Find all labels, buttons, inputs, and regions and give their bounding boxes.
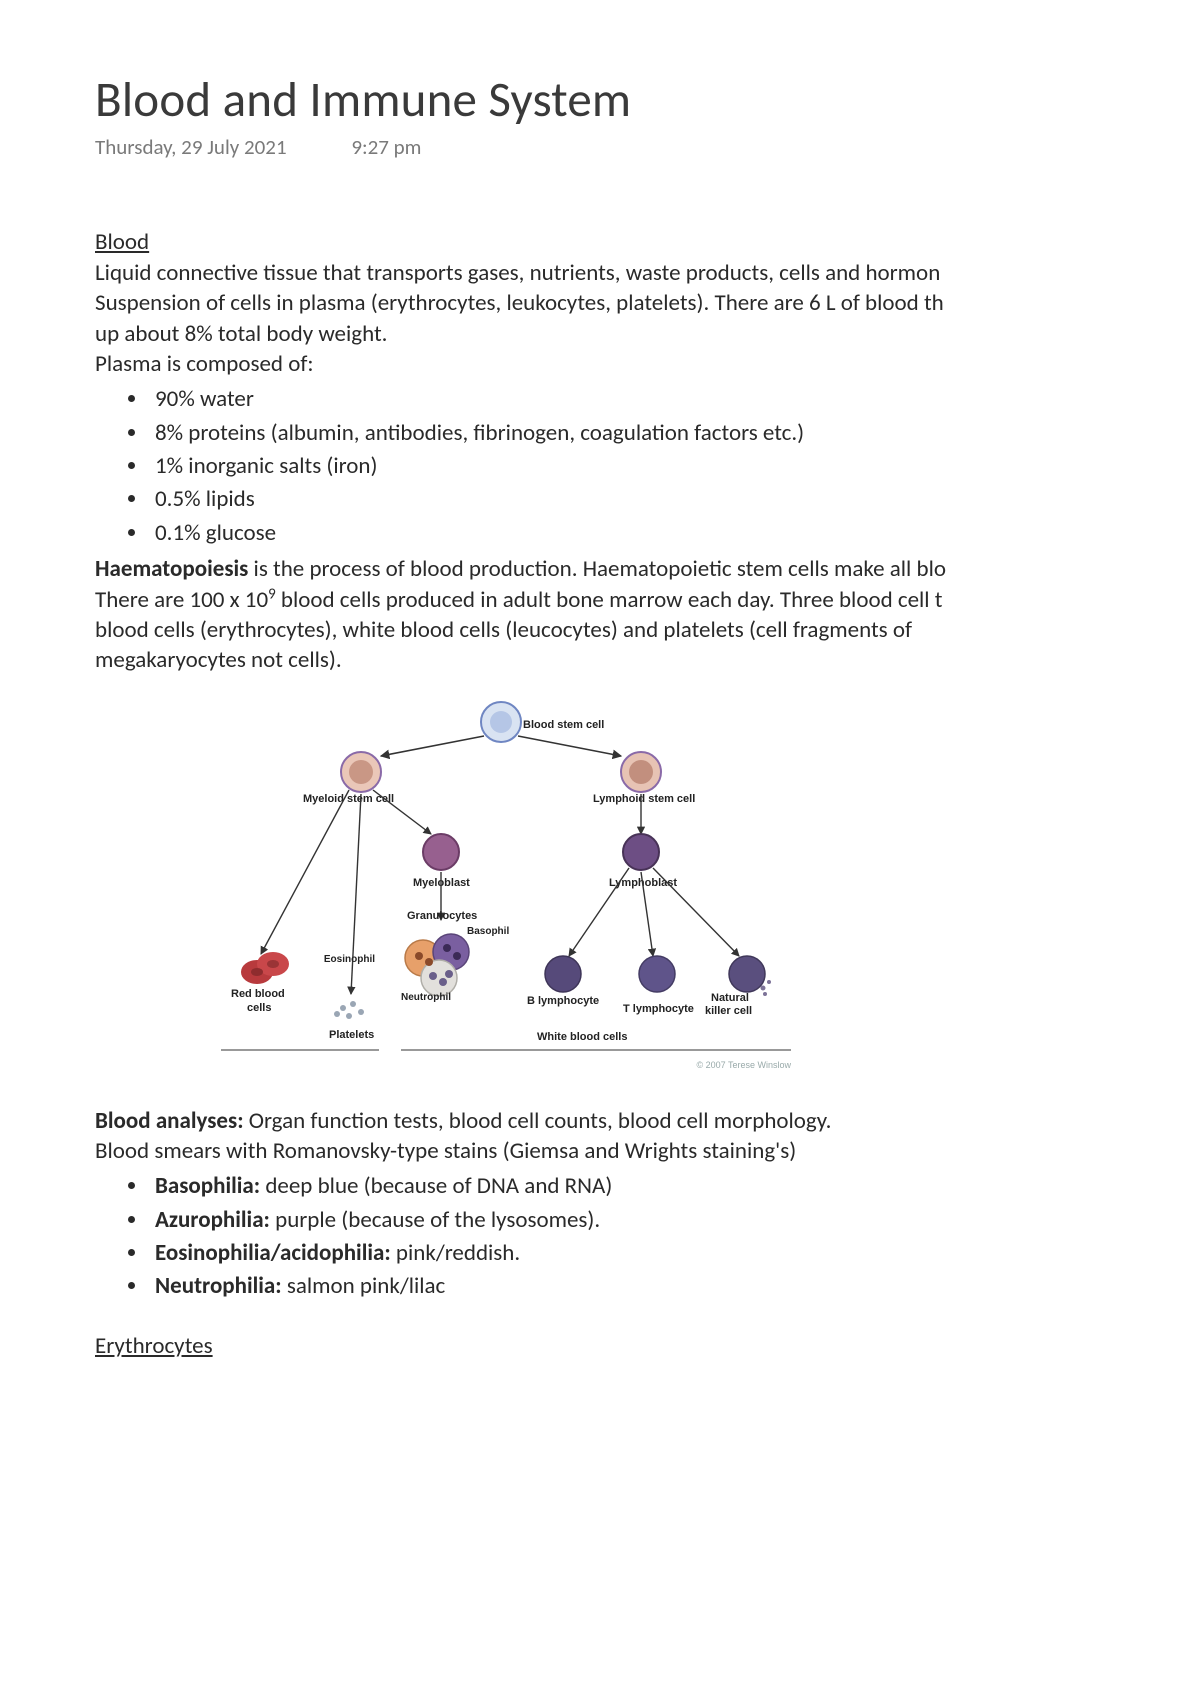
stain-rest: deep blue (because of DNA and RNA) — [260, 1172, 612, 1200]
para-blood-1: Liquid connective tissue that transports… — [95, 258, 1105, 288]
label-tlymph: T lymphocyte — [623, 1003, 694, 1015]
para-blood-2: Suspension of cells in plasma (erythrocy… — [95, 288, 1105, 318]
haem-l2b: blood cells produced in adult bone marro… — [276, 586, 943, 614]
stain-rest: purple (because of the lysosomes). — [270, 1206, 600, 1234]
blood-analyses-bold: Blood analyses: — [95, 1107, 244, 1135]
label-wbc: White blood cells — [537, 1031, 627, 1043]
para-blood-3: up about 8% total body weight. — [95, 319, 1105, 349]
blood-analyses-rest: Organ function tests, blood cell counts,… — [244, 1107, 832, 1135]
label-blymph: B lymphocyte — [527, 995, 599, 1007]
stain-bold: Azurophilia: — [155, 1206, 270, 1234]
blood-smears-line: Blood smears with Romanovsky-type stains… — [95, 1136, 1105, 1166]
label-basophil: Basophil — [467, 926, 509, 937]
haematopoiesis-rest: is the process of blood production. Haem… — [248, 555, 946, 583]
haematopoiesis-line4: megakaryocytes not cells). — [95, 645, 1105, 675]
stain-item: Neutrophilia: salmon pink/lilac — [149, 1270, 1105, 1303]
haematopoiesis-diagram: Blood stem cell Myeloid stem cell Lympho… — [191, 694, 811, 1084]
plasma-item: 0.5% lipids — [149, 483, 1105, 516]
meta-date: Thursday, 29 July 2021 — [95, 134, 287, 160]
plasma-item: 0.1% glucose — [149, 517, 1105, 550]
label-blood-stem: Blood stem cell — [523, 719, 604, 731]
page-meta: Thursday, 29 July 2021 9:27 pm — [95, 134, 1105, 160]
label-lymphoid-stem: Lymphoid stem cell — [593, 793, 695, 805]
platelets-icon — [334, 1001, 364, 1019]
plasma-item: 8% proteins (albumin, antibodies, fibrin… — [149, 417, 1105, 450]
label-nk1: Natural — [711, 992, 749, 1004]
blood-analyses-line: Blood analyses: Organ function tests, bl… — [95, 1106, 1105, 1136]
stain-bold: Basophilia: — [155, 1172, 260, 1200]
haematopoiesis-line2: There are 100 x 109 blood cells produced… — [95, 585, 1105, 615]
section-heading-blood: Blood — [95, 228, 1105, 256]
plasma-composition-list: 90% water 8% proteins (albumin, antibodi… — [95, 383, 1105, 550]
label-platelets: Platelets — [329, 1029, 374, 1041]
meta-time: 9:27 pm — [351, 134, 421, 160]
stain-list: Basophilia: deep blue (because of DNA an… — [95, 1170, 1105, 1303]
label-granulocytes: Granulocytes — [407, 910, 477, 922]
label-neutrophil: Neutrophil — [401, 992, 451, 1003]
stain-rest: salmon pink/lilac — [282, 1272, 446, 1300]
page-title: Blood and Immune System — [95, 70, 1105, 130]
haem-l2a: There are 100 x 10 — [95, 586, 268, 614]
stain-bold: Eosinophilia/acidophilia: — [155, 1239, 391, 1267]
label-rbc1: Red blood — [231, 988, 285, 1000]
plasma-item: 90% water — [149, 383, 1105, 416]
stain-item: Basophilia: deep blue (because of DNA an… — [149, 1170, 1105, 1203]
stain-bold: Neutrophilia: — [155, 1272, 282, 1300]
label-rbc2: cells — [247, 1002, 271, 1014]
stain-rest: pink/reddish. — [391, 1239, 520, 1267]
stain-item: Eosinophilia/acidophilia: pink/reddish. — [149, 1237, 1105, 1270]
plasma-item: 1% inorganic salts (iron) — [149, 450, 1105, 483]
haematopoiesis-line3: blood cells (erythrocytes), white blood … — [95, 615, 1105, 645]
stain-item: Azurophilia: purple (because of the lyso… — [149, 1204, 1105, 1237]
haem-l2-sup: 9 — [268, 585, 276, 603]
label-nk2: killer cell — [705, 1005, 752, 1017]
label-eosinophil: Eosinophil — [324, 954, 375, 965]
diagram-credit: © 2007 Terese Winslow — [696, 1060, 791, 1070]
haematopoiesis-line1: Haematopoiesis is the process of blood p… — [95, 554, 1105, 584]
section-heading-erythrocytes: Erythrocytes — [95, 1332, 1105, 1360]
document-page: Blood and Immune System Thursday, 29 Jul… — [0, 0, 1105, 1420]
haematopoiesis-term: Haematopoiesis — [95, 555, 248, 583]
para-plasma-intro: Plasma is composed of: — [95, 349, 1105, 379]
